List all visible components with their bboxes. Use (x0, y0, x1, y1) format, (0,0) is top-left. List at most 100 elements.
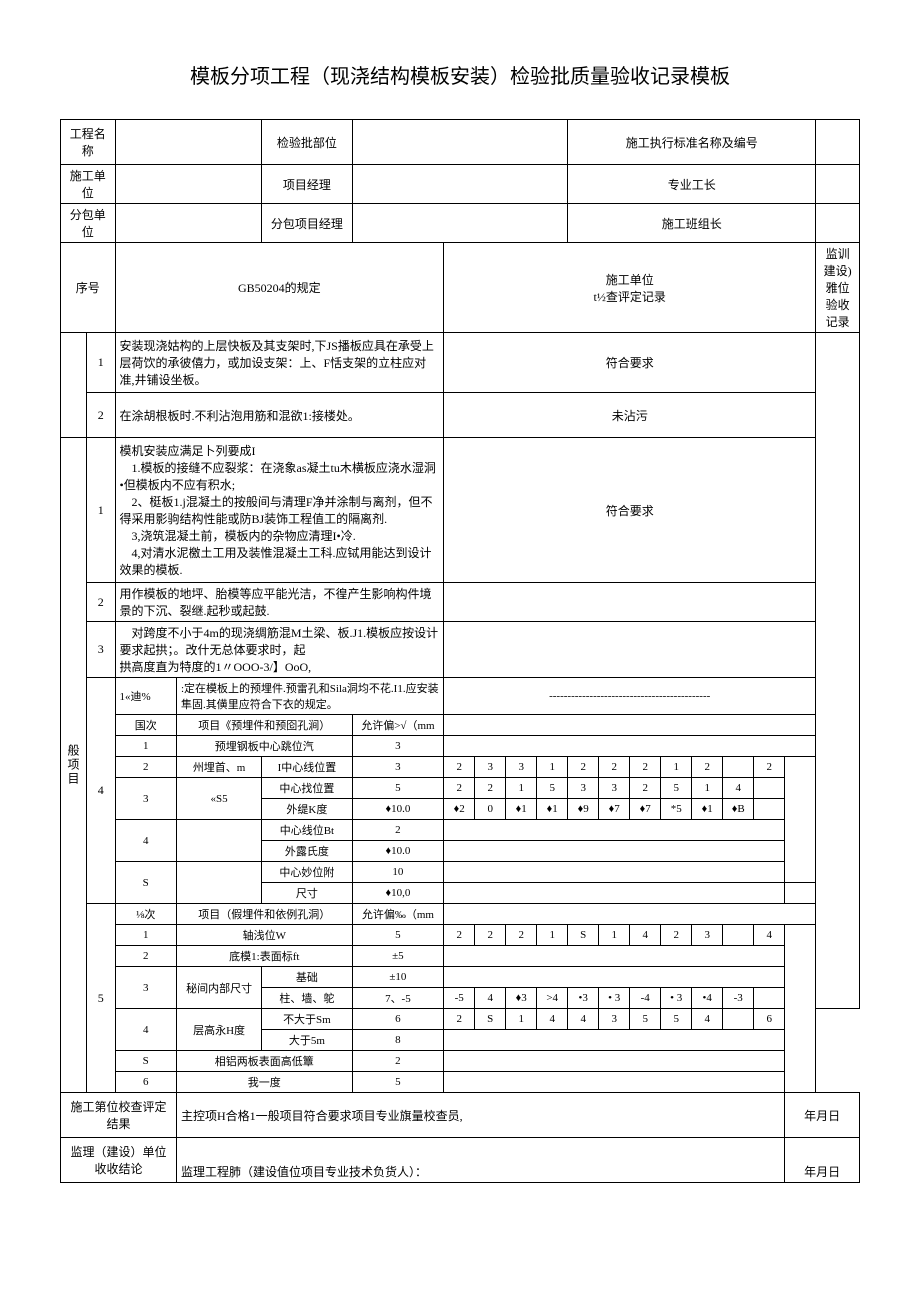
footer-row2-text: 监理工程肺（建设值位项目专业技术负货人）： (176, 1138, 784, 1183)
footer-row1-label: 施工第位校查评定结果 (61, 1093, 177, 1138)
sub-item-label: 项目（假埋件和依例孔洞） (176, 904, 352, 925)
sub-item-label: 项目《预埋件和预囵孔涧） (176, 715, 352, 736)
col-gb: GB50204的规定 (115, 243, 444, 333)
sub-dev: ±5 (352, 946, 444, 967)
footer-row2-label: 监理（建设）单位收收结论 (61, 1138, 177, 1183)
sub-n: 2 (115, 757, 176, 778)
label-foreman: 专业工长 (568, 165, 816, 204)
sub-n: S (115, 1051, 176, 1072)
page-title: 模板分项工程（现浇结构模板安装）检验批质量验收记录模板 (60, 60, 860, 89)
sub-item-r: 不大于Sm (262, 1009, 352, 1030)
sub-col1: 1«迪% (115, 678, 176, 715)
main-row-text: 安装现浇姑构的上层快板及其支架时,下JS播板应具在承受上层荷饮的承彼僖力，或加设… (115, 333, 444, 393)
sub-n: 1 (115, 925, 176, 946)
sub-dev: 8 (352, 1030, 444, 1051)
col-supervise: 监训建设) 雅位验收记录 (816, 243, 860, 333)
cell-pm (352, 165, 568, 204)
sub-dev: 2 (352, 820, 444, 841)
sub-item-r: I中心线位置 (262, 757, 352, 778)
gen-row-result: 符合要求 (444, 438, 816, 583)
sub-item-r: 中心妙位附 (262, 862, 352, 883)
sub-item-r: 大于5m (262, 1030, 352, 1051)
main-row-result: 未沾污 (444, 393, 816, 438)
cell-project-name (115, 120, 262, 165)
sub-n: 1 (115, 736, 176, 757)
sub-n: 4 (115, 820, 176, 862)
footer-row2-date: 年月日 (785, 1138, 860, 1183)
general-group: 般项目 (61, 438, 87, 1093)
sub-head: 国次 (115, 715, 176, 736)
cell-foreman (816, 165, 860, 204)
footer-row1-date: 年月日 (785, 1093, 860, 1138)
main-row-no: 2 (87, 393, 116, 438)
sub-dev: 2 (352, 1051, 444, 1072)
sub-item-r: 外露氏度 (262, 841, 352, 862)
gen-row-result (444, 622, 816, 678)
cell-sub-pm (352, 204, 568, 243)
sub-item-r: 柱、墙、鸵 (262, 988, 352, 1009)
sub-dev: 7、-5 (352, 988, 444, 1009)
sub-item-r: 外缇K度 (262, 799, 352, 820)
main-row-text: 在涂胡根板时.不利沾泡用筋和混欲1:接楼处。 (115, 393, 444, 438)
sub-dev: 5 (352, 778, 444, 799)
empty (444, 715, 816, 736)
gen-row-no: 5 (87, 904, 116, 1093)
footer-row1-text: 主控项H合格1一般项目符合要求项目专业旗量校查员, (176, 1093, 784, 1138)
gen-row-no: 2 (87, 583, 116, 622)
cell-batch (352, 120, 568, 165)
label-construct-unit: 施工单位 (61, 165, 116, 204)
sub-n: 4 (115, 1009, 176, 1051)
cell-sub-unit (115, 204, 262, 243)
gen-row-no: 4 (87, 678, 116, 904)
sub-item: 我一度 (176, 1072, 352, 1093)
sub-item-l: «S5 (176, 778, 261, 820)
sub-item: 预埋钢板中心跳位汽 (176, 736, 352, 757)
gen-row-text: 模机安装应满足卜列要成I 1.模板的接缝不应裂浆：在浇象as凝土tu木横板应浇水… (115, 438, 444, 583)
sub-item: 轴浅位W (176, 925, 352, 946)
sub-dev: 3 (352, 757, 444, 778)
sub-text: :定在模板上的预埋件.预雷孔和Sila洞均不花.I1.应安装隼固.其僙里应符合下… (176, 678, 443, 715)
sub-dev: ±10 (352, 967, 444, 988)
label-pm: 项目经理 (262, 165, 352, 204)
col-seq: 序号 (61, 243, 116, 333)
gen-row-result (444, 583, 816, 622)
sub-dev-label: 允许偏>√（mm (352, 715, 444, 736)
sub-dev: 3 (352, 736, 444, 757)
sub-dev: 5 (352, 925, 444, 946)
main-group (61, 333, 87, 438)
label-team-leader: 施工班组长 (568, 204, 816, 243)
sub-item-r: 尺寸 (262, 883, 352, 904)
sub-n: S (115, 862, 176, 904)
sub-n: 3 (115, 967, 176, 1009)
sub-item-l: 秘间内部尺寸 (176, 967, 261, 1009)
cell-exec-std (816, 120, 860, 165)
sub-n: 6 (115, 1072, 176, 1093)
sub-dev: ♦10.0 (352, 799, 444, 820)
sub-dev: 5 (352, 1072, 444, 1093)
sub-dev: 6 (352, 1009, 444, 1030)
sub-item-r: 中心线位Bt (262, 820, 352, 841)
sub-item-r: 中心找位置 (262, 778, 352, 799)
sub-n: 3 (115, 778, 176, 820)
sub-item: 底模1:表面标ft (176, 946, 352, 967)
sub-dev: ♦10,0 (352, 883, 444, 904)
main-row-result: 符合要求 (444, 333, 816, 393)
cell-team-leader (816, 204, 860, 243)
gen-row-no: 3 (87, 622, 116, 678)
supervise-col (816, 333, 860, 1009)
col-unit-check: 施工单位 t½查评定记录 (444, 243, 816, 333)
label-project-name: 工程名称 (61, 120, 116, 165)
sub-dev: ♦10.0 (352, 841, 444, 862)
dashed: ----------------------------------------… (444, 678, 816, 715)
label-sub-unit: 分包单位 (61, 204, 116, 243)
sub-item: 相铝两板表面高低簟 (176, 1051, 352, 1072)
label-exec-std: 施工执行标准名称及编号 (568, 120, 816, 165)
sub-item-l: 层高永H度 (176, 1009, 261, 1051)
gen-row-text: 对跨度不小于4m的现浇绸筋混M土梁、板.J1.模板应按设计要求起拱；。改什无总体… (115, 622, 444, 678)
cell-construct-unit (115, 165, 262, 204)
sub-n: 2 (115, 946, 176, 967)
label-sub-pm: 分包项目经理 (262, 204, 352, 243)
main-row-no: 1 (87, 333, 116, 393)
sub-col1: ⅛次 (115, 904, 176, 925)
sub-vals (444, 736, 816, 757)
